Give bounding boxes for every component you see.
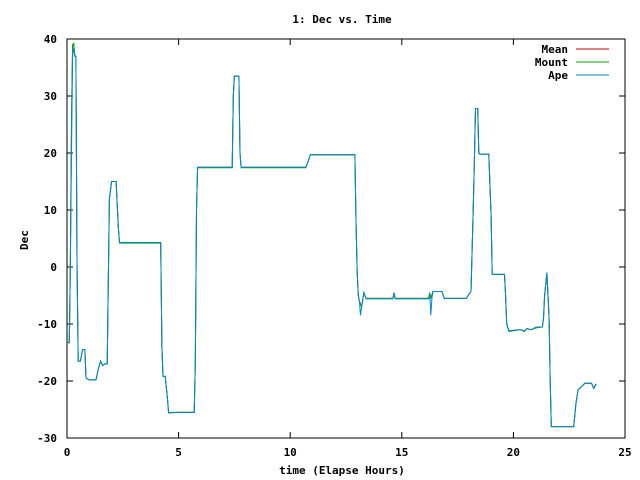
y-axis-label: Dec bbox=[18, 230, 31, 250]
x-axis-label: time (Elapse Hours) bbox=[279, 464, 405, 477]
x-tick-label: 10 bbox=[284, 446, 297, 459]
x-tick-label: 0 bbox=[64, 446, 71, 459]
plot-frame bbox=[66, 38, 626, 439]
series-lines bbox=[66, 42, 597, 428]
y-tick-label: 20 bbox=[44, 147, 57, 160]
x-tick-label: 25 bbox=[618, 446, 631, 459]
y-tick-label: -10 bbox=[37, 318, 57, 331]
chart-title: 1: Dec vs. Time bbox=[292, 13, 392, 26]
legend-label: Mean bbox=[542, 43, 569, 56]
legend-label: Ape bbox=[548, 69, 568, 82]
series-line-mean bbox=[66, 42, 597, 428]
axis-ticks: 0 5 10 15 20 25 -30 -20 -10 0 10 20 30 40 bbox=[37, 33, 632, 459]
y-tick-label: -30 bbox=[37, 432, 57, 445]
series-line-ape bbox=[66, 47, 597, 428]
y-tick-label: 10 bbox=[44, 204, 57, 217]
y-tick-label: -20 bbox=[37, 375, 57, 388]
y-tick-label: 40 bbox=[44, 33, 57, 46]
y-tick-label: 30 bbox=[44, 90, 57, 103]
series-line-mount bbox=[66, 42, 597, 428]
legend-label: Mount bbox=[535, 56, 568, 69]
y-tick-label: 0 bbox=[50, 261, 57, 274]
x-tick-label: 20 bbox=[507, 446, 520, 459]
x-tick-label: 15 bbox=[395, 446, 408, 459]
x-tick-label: 5 bbox=[175, 446, 182, 459]
